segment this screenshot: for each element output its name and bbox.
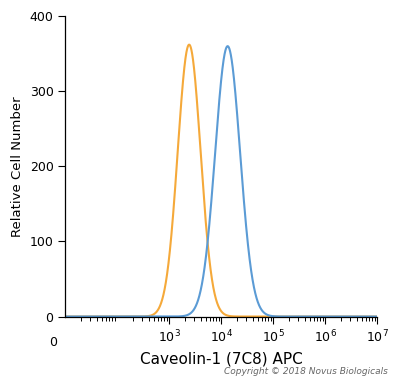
Text: 0: 0	[49, 336, 57, 349]
Y-axis label: Relative Cell Number: Relative Cell Number	[11, 96, 24, 237]
X-axis label: Caveolin-1 (7C8) APC: Caveolin-1 (7C8) APC	[140, 352, 303, 367]
Text: Copyright © 2018 Novus Biologicals: Copyright © 2018 Novus Biologicals	[224, 367, 388, 376]
